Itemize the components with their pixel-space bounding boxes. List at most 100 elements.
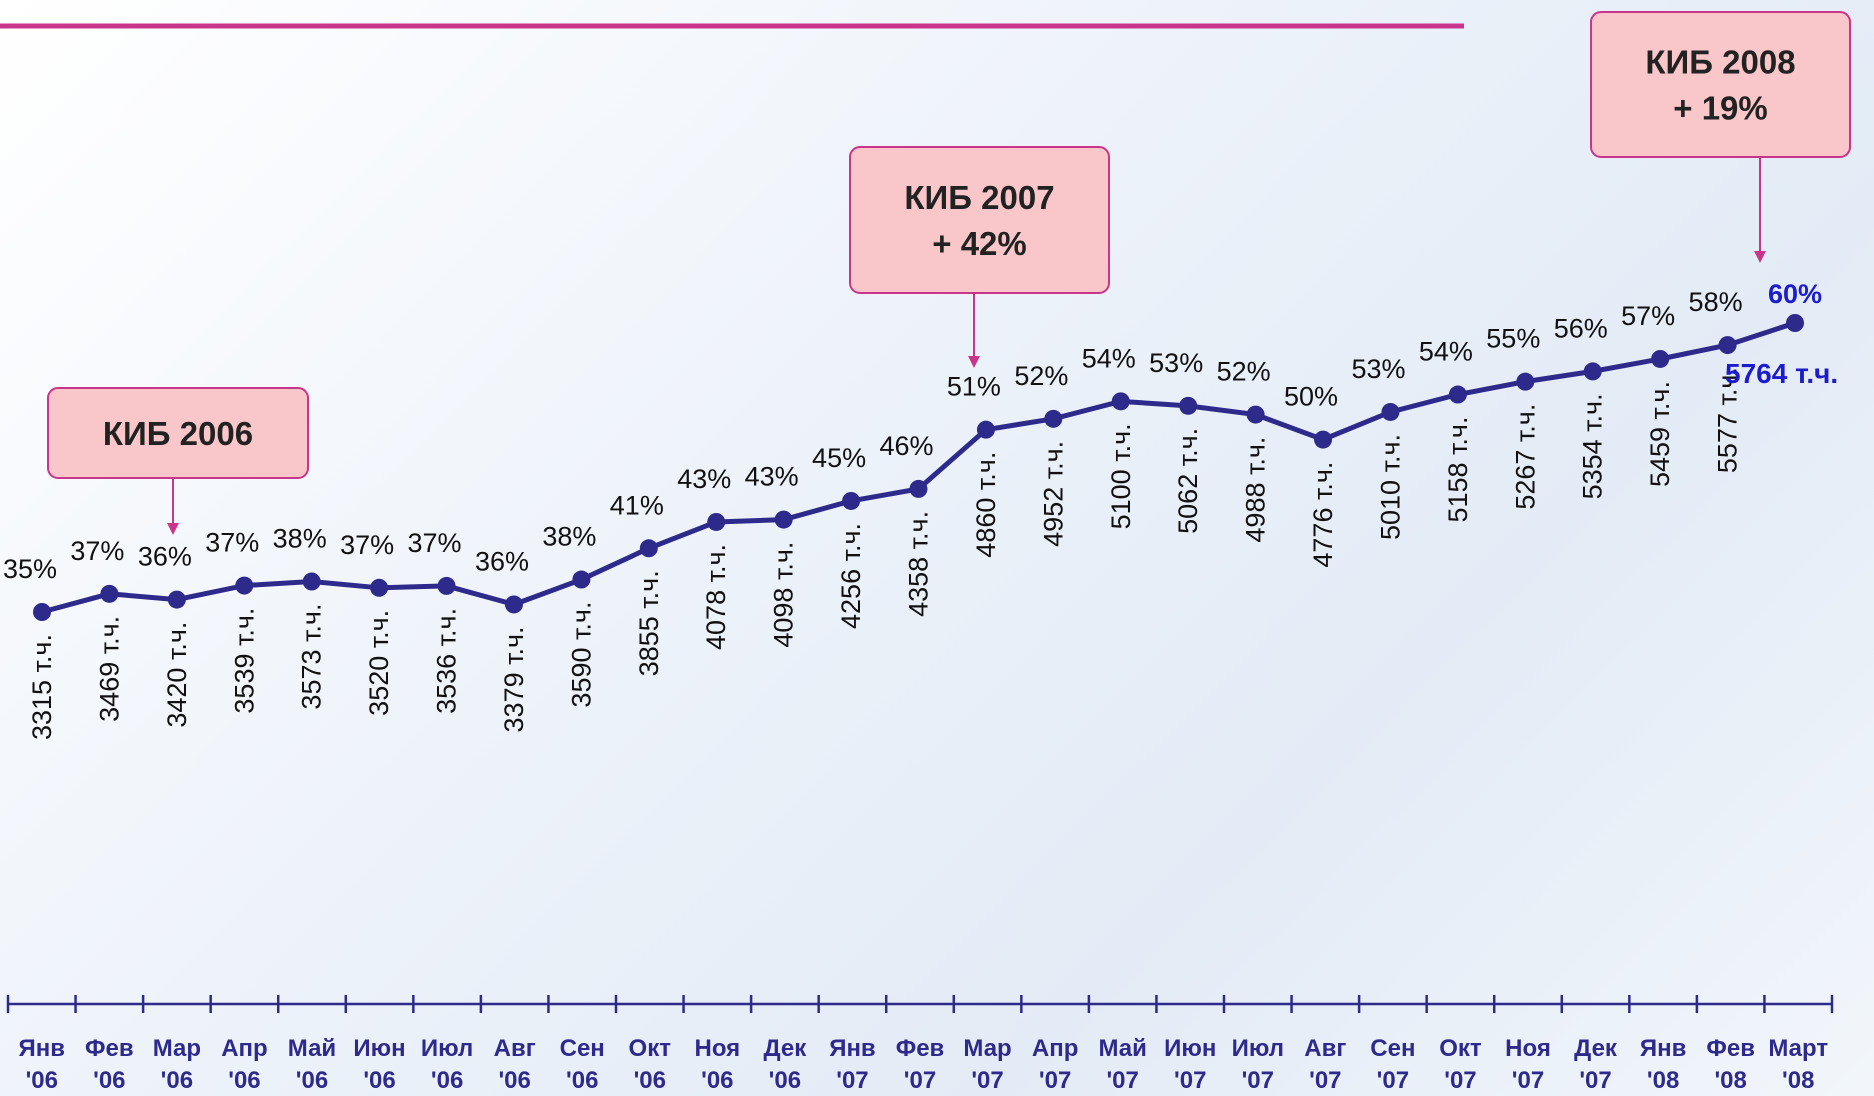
share-label: 54%	[1419, 337, 1473, 367]
x-tick-label: Дек '06	[764, 1035, 808, 1094]
x-tick-label: Окт '07	[1439, 1035, 1482, 1094]
point	[504, 595, 523, 614]
value-label: 5158 т.ч.	[1443, 417, 1473, 523]
share-label: 58%	[1689, 287, 1743, 317]
value-label: 5100 т.ч.	[1106, 423, 1136, 529]
share-label: 56%	[1554, 313, 1608, 343]
annotation-text: КИБ 2006	[103, 415, 253, 452]
x-tick-label: Авг '06	[494, 1035, 536, 1094]
x-tick-label: Ноя '07	[1505, 1035, 1551, 1094]
share-label: 38%	[273, 524, 327, 554]
share-label: 37%	[340, 530, 394, 560]
value-label: 5459 т.ч.	[1645, 381, 1675, 487]
x-tick-label: Май '06	[288, 1035, 336, 1094]
arrow-head	[968, 356, 980, 368]
point	[1179, 396, 1198, 415]
point	[1246, 405, 1265, 424]
value-label: 3536 т.ч.	[432, 608, 462, 714]
value-label: 5577 т.ч.	[1713, 367, 1743, 473]
value-label: 5010 т.ч.	[1375, 434, 1405, 540]
annotation-box	[849, 146, 1110, 294]
point	[1786, 314, 1804, 332]
point	[774, 510, 793, 529]
share-label: 37%	[408, 528, 462, 558]
x-tick-label: Май '07	[1098, 1035, 1146, 1094]
point	[1314, 430, 1333, 449]
annotation-text: КИБ 2008	[1645, 44, 1795, 81]
value-label: 3469 т.ч.	[94, 616, 124, 722]
value-label: 3539 т.ч.	[229, 608, 259, 714]
point	[1044, 409, 1063, 428]
x-tick-label: Ноя '06	[694, 1035, 740, 1094]
share-label: 36%	[138, 542, 192, 572]
share-label: 50%	[1284, 382, 1338, 412]
point	[976, 420, 995, 439]
point	[1651, 349, 1670, 368]
share-label: 57%	[1621, 301, 1675, 331]
share-label: 37%	[205, 528, 259, 558]
share-label: 60%	[1768, 279, 1822, 309]
annotations: КИБ 2006 КИБ 2007 + 42% КИБ 2008 + 19%	[47, 11, 1851, 535]
x-tick-label: Фев '07	[896, 1035, 945, 1094]
x-tick-label: Фев '06	[85, 1035, 134, 1094]
point	[235, 576, 254, 595]
share-label: 45%	[812, 443, 866, 473]
share-label: 55%	[1486, 324, 1540, 354]
point	[1583, 362, 1602, 381]
x-tick-label: Окт '06	[629, 1035, 672, 1094]
value-label: 3573 т.ч.	[297, 604, 327, 710]
share-label: 35%	[3, 554, 57, 584]
value-label: 3315 т.ч.	[27, 634, 57, 740]
value-label: 4776 т.ч.	[1308, 462, 1338, 568]
value-label: 3855 т.ч.	[634, 570, 664, 676]
annotation-box	[47, 387, 309, 479]
point	[909, 479, 928, 498]
share-label: 37%	[70, 536, 124, 566]
value-label: 5062 т.ч.	[1173, 428, 1203, 534]
share-label: 53%	[1149, 348, 1203, 378]
value-label: 3379 т.ч.	[499, 626, 529, 732]
x-tick-label: Сен '07	[1370, 1035, 1415, 1094]
x-tick-label: Янв '07	[829, 1035, 876, 1094]
share-label: 54%	[1082, 343, 1136, 373]
value-label: 4988 т.ч.	[1241, 437, 1271, 543]
value-label: 4078 т.ч.	[701, 544, 731, 650]
value-label: 4952 т.ч.	[1038, 441, 1068, 547]
x-tick-label: Мар '07	[963, 1035, 1011, 1094]
x-tick-label: Июл '07	[1232, 1035, 1284, 1094]
point	[167, 590, 186, 609]
x-tick-label: Июл '06	[421, 1035, 473, 1094]
share-label: 43%	[677, 464, 731, 494]
point	[437, 576, 456, 595]
x-tick-label: Апр '07	[1032, 1035, 1079, 1094]
point	[572, 570, 591, 589]
point	[100, 584, 119, 603]
annotation-text: + 19%	[1673, 90, 1768, 127]
share-label: 38%	[542, 522, 596, 552]
value-label: 4098 т.ч.	[769, 542, 799, 648]
value-label: 3590 т.ч.	[566, 602, 596, 708]
value-label: 3520 т.ч.	[364, 610, 394, 716]
point	[1381, 402, 1400, 421]
point	[302, 572, 321, 591]
x-tick-label: Янв '06	[19, 1035, 66, 1094]
x-tick-label: Фев '08	[1706, 1035, 1755, 1094]
value-label: 3420 т.ч.	[162, 622, 192, 728]
annotation-text: + 42%	[932, 225, 1027, 262]
point	[1516, 372, 1535, 391]
point	[639, 539, 658, 558]
point	[370, 578, 389, 597]
x-tick-label: Авг '07	[1304, 1035, 1346, 1094]
point	[33, 603, 51, 621]
x-tick-label: Июн '06	[353, 1035, 405, 1094]
x-tick-label: Сен '06	[560, 1035, 605, 1094]
value-label: 4860 т.ч.	[971, 452, 1001, 558]
share-label: 51%	[947, 372, 1001, 402]
x-tick-label: Янв '08	[1640, 1035, 1687, 1094]
point	[1111, 392, 1130, 411]
value-label: 5267 т.ч.	[1510, 404, 1540, 510]
x-tick-label: Мар '06	[153, 1035, 201, 1094]
arrow-head	[1754, 251, 1766, 263]
value-label: 4358 т.ч.	[904, 511, 934, 617]
